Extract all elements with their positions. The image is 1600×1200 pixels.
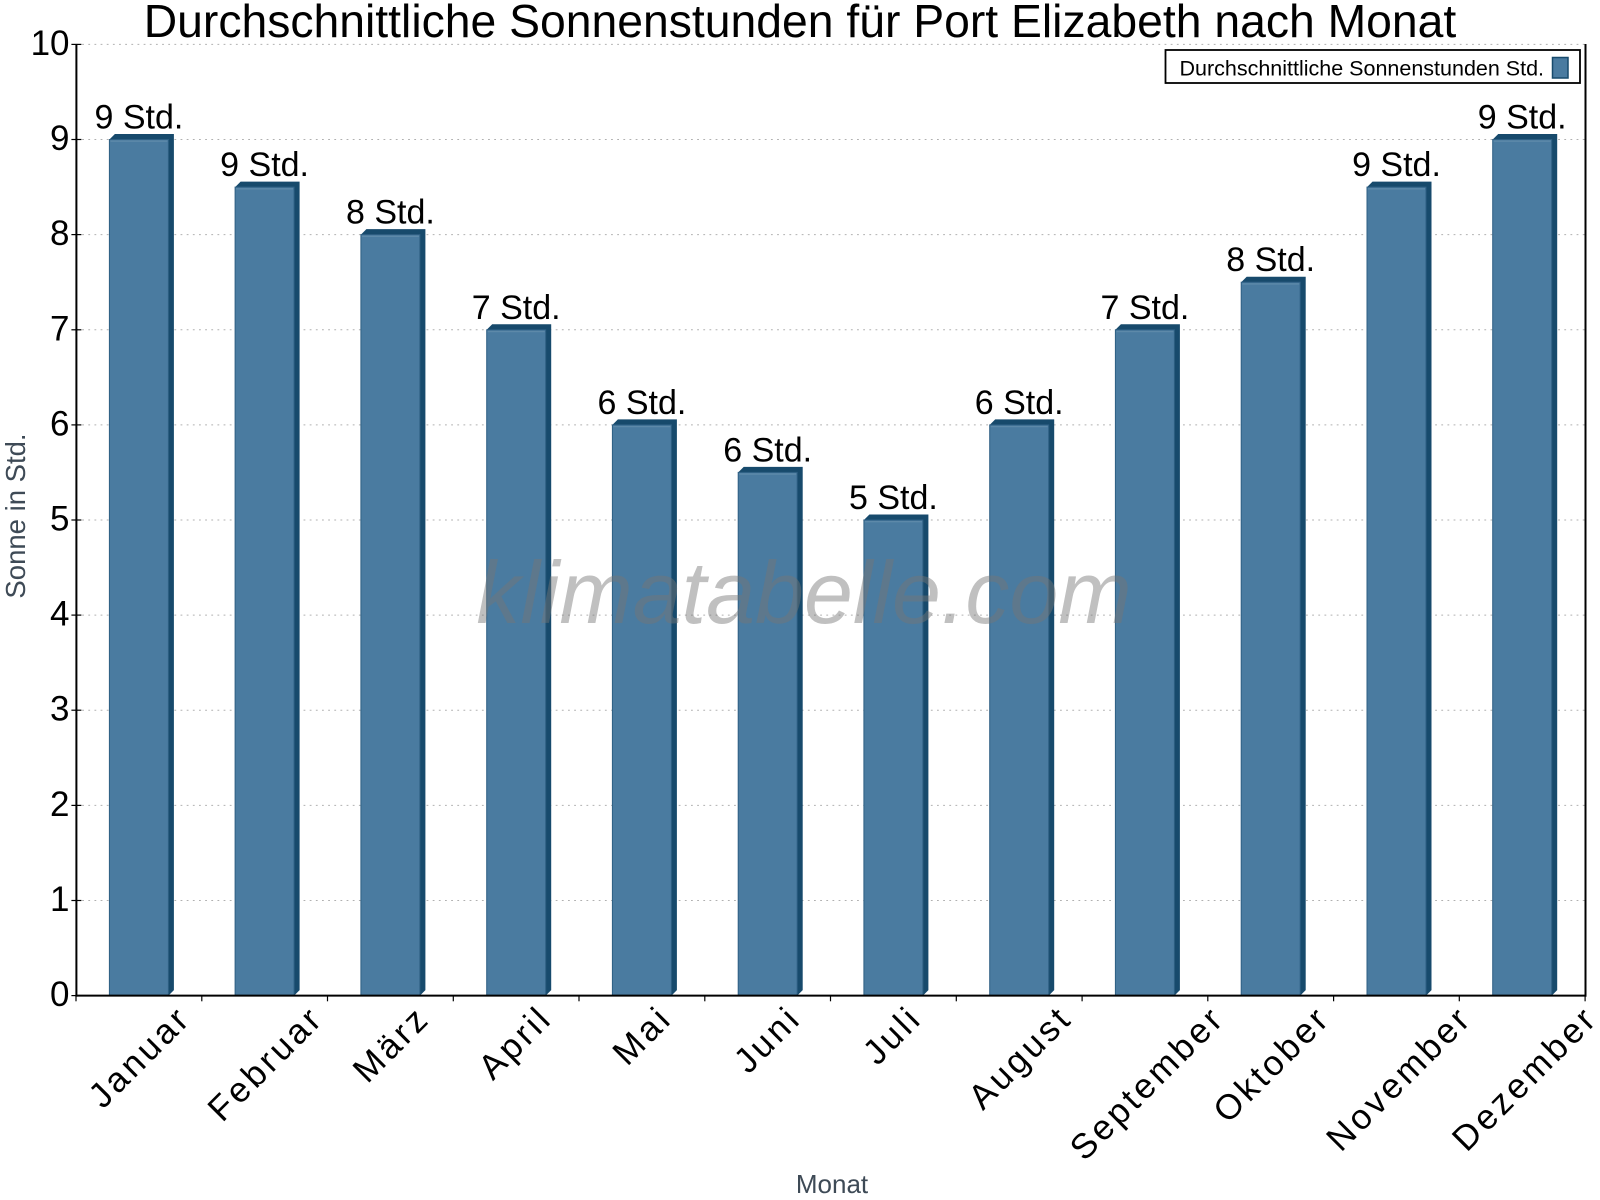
svg-text:7: 7 (50, 309, 69, 348)
svg-text:klimatabelle.com: klimatabelle.com (476, 543, 1131, 642)
svg-text:6 Std.: 6 Std. (597, 384, 686, 422)
svg-text:0: 0 (50, 975, 69, 1014)
svg-text:5 Std.: 5 Std. (849, 479, 938, 517)
svg-text:9: 9 (50, 119, 69, 158)
svg-text:2: 2 (50, 785, 69, 824)
svg-text:10: 10 (31, 24, 70, 63)
svg-text:Sonne in Std.: Sonne in Std. (0, 433, 31, 598)
svg-text:3: 3 (50, 690, 69, 729)
svg-text:6: 6 (50, 404, 69, 443)
svg-text:9 Std.: 9 Std. (94, 99, 183, 137)
svg-text:Durchschnittliche Sonnenstunde: Durchschnittliche Sonnenstunden für Port… (144, 0, 1457, 47)
svg-text:6 Std.: 6 Std. (723, 431, 812, 469)
svg-text:8 Std.: 8 Std. (1226, 241, 1315, 279)
svg-text:4: 4 (50, 595, 69, 634)
svg-text:Monat: Monat (796, 1169, 869, 1199)
svg-text:8 Std.: 8 Std. (346, 194, 435, 232)
svg-text:5: 5 (50, 500, 69, 539)
svg-text:9 Std.: 9 Std. (220, 146, 309, 184)
svg-text:8: 8 (50, 214, 69, 253)
svg-text:9 Std.: 9 Std. (1478, 99, 1567, 137)
svg-text:7 Std.: 7 Std. (472, 289, 561, 327)
svg-text:9 Std.: 9 Std. (1352, 146, 1441, 184)
svg-text:7 Std.: 7 Std. (1100, 289, 1189, 327)
svg-text:Durchschnittliche Sonnenstunde: Durchschnittliche Sonnenstunden Std. (1180, 57, 1545, 81)
svg-text:1: 1 (50, 880, 69, 919)
svg-text:6 Std.: 6 Std. (975, 384, 1064, 422)
